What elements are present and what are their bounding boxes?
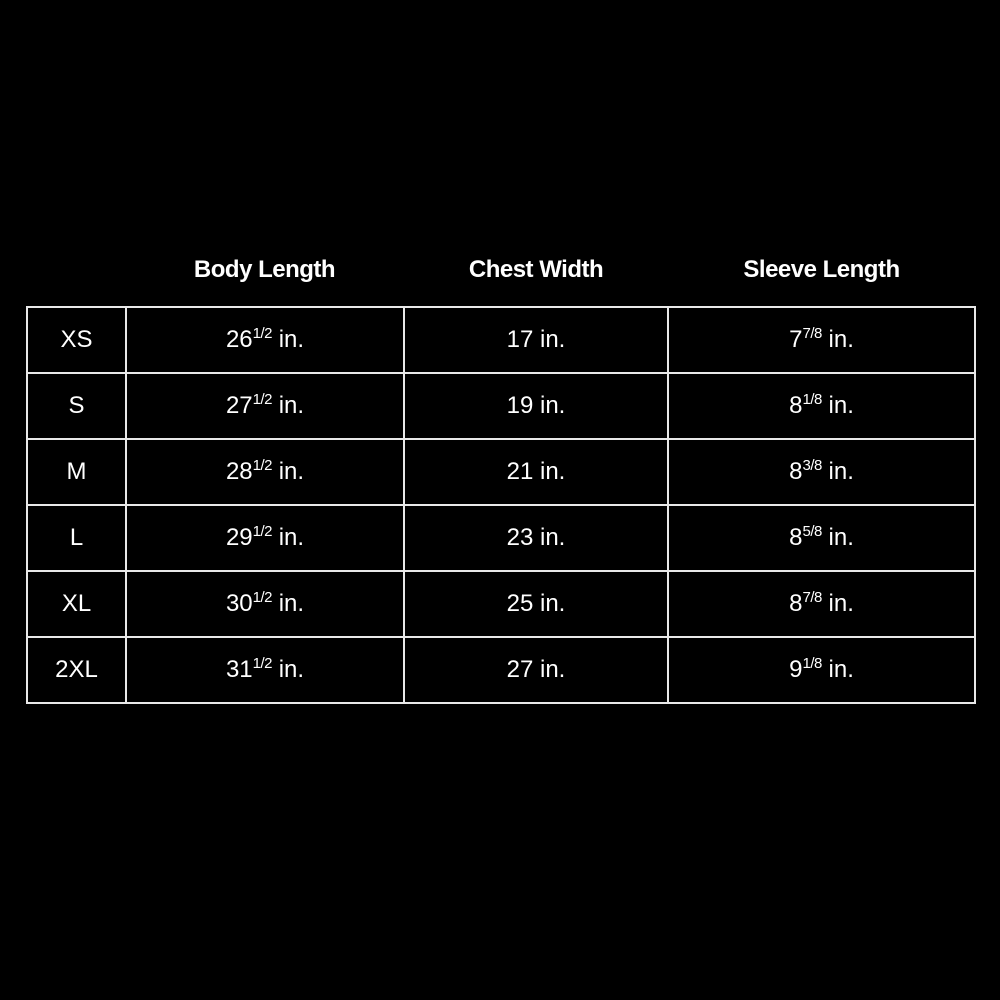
unit: in. bbox=[828, 392, 854, 419]
table-row: S 271/2 in. 19 in. 81/8 in. bbox=[26, 372, 976, 440]
sleeve-length-cell: 77/8 in. bbox=[667, 306, 976, 374]
unit: in. bbox=[540, 458, 566, 485]
fraction: 1/8 bbox=[802, 655, 822, 672]
unit: in. bbox=[278, 524, 305, 551]
fraction: 1/2 bbox=[252, 523, 273, 540]
unit: in. bbox=[828, 326, 854, 353]
whole: 29 bbox=[225, 524, 253, 551]
sleeve-length-cell: 85/8 in. bbox=[667, 504, 976, 572]
whole: 21 bbox=[506, 458, 534, 485]
table-row: M 281/2 in. 21 in. 83/8 in. bbox=[26, 438, 976, 506]
fraction: 1/2 bbox=[252, 325, 273, 342]
unit: in. bbox=[278, 590, 305, 617]
header-body-length: Body Length bbox=[193, 256, 336, 283]
body-length-cell: 281/2 in. bbox=[125, 438, 405, 506]
whole: 9 bbox=[789, 656, 803, 683]
body-length-cell: 271/2 in. bbox=[125, 372, 405, 440]
body-length-cell: 301/2 in. bbox=[125, 570, 405, 638]
fraction: 1/2 bbox=[252, 457, 273, 474]
unit: in. bbox=[828, 524, 854, 551]
unit: in. bbox=[278, 392, 305, 419]
unit: in. bbox=[540, 590, 566, 617]
body-length-cell: 311/2 in. bbox=[125, 636, 405, 704]
fraction: 3/8 bbox=[802, 457, 822, 474]
size-cell: S bbox=[26, 372, 127, 440]
size-label: 2XL bbox=[55, 656, 98, 683]
fraction: 7/8 bbox=[802, 589, 822, 606]
chest-width-cell: 19 in. bbox=[403, 372, 669, 440]
unit: in. bbox=[828, 590, 854, 617]
fraction: 1/2 bbox=[252, 655, 273, 672]
sleeve-length-cell: 81/8 in. bbox=[667, 372, 976, 440]
size-label: L bbox=[69, 524, 84, 551]
chest-width-cell: 27 in. bbox=[403, 636, 669, 704]
chest-width-cell: 17 in. bbox=[403, 306, 669, 374]
fraction: 1/2 bbox=[252, 589, 273, 606]
body-length-cell: 261/2 in. bbox=[125, 306, 405, 374]
chest-width-cell: 25 in. bbox=[403, 570, 669, 638]
whole: 27 bbox=[225, 392, 253, 419]
size-label: XS bbox=[60, 326, 93, 353]
chest-width-cell: 23 in. bbox=[403, 504, 669, 572]
size-cell: M bbox=[26, 438, 127, 506]
unit: in. bbox=[278, 326, 305, 353]
header-sleeve-length: Sleeve Length bbox=[743, 256, 900, 283]
whole: 31 bbox=[225, 656, 253, 683]
size-cell: 2XL bbox=[26, 636, 127, 704]
unit: in. bbox=[540, 524, 566, 551]
unit: in. bbox=[278, 458, 305, 485]
header-chest-width: Chest Width bbox=[468, 256, 604, 283]
size-label: M bbox=[66, 458, 87, 485]
table-row: XS 261/2 in. 17 in. 77/8 in. bbox=[26, 306, 976, 374]
whole: 8 bbox=[789, 590, 803, 617]
fraction: 5/8 bbox=[802, 523, 822, 540]
whole: 7 bbox=[789, 326, 803, 353]
sleeve-length-cell: 87/8 in. bbox=[667, 570, 976, 638]
chest-width-cell: 21 in. bbox=[403, 438, 669, 506]
unit: in. bbox=[278, 656, 305, 683]
whole: 30 bbox=[225, 590, 253, 617]
whole: 23 bbox=[506, 524, 534, 551]
whole: 26 bbox=[225, 326, 253, 353]
whole: 28 bbox=[225, 458, 253, 485]
size-label: XL bbox=[61, 590, 92, 617]
table-row: 2XL 311/2 in. 27 in. 91/8 in. bbox=[26, 636, 976, 704]
fraction: 1/2 bbox=[252, 391, 273, 408]
size-cell: XL bbox=[26, 570, 127, 638]
whole: 27 bbox=[506, 656, 534, 683]
size-cell: L bbox=[26, 504, 127, 572]
unit: in. bbox=[540, 392, 566, 419]
whole: 8 bbox=[789, 392, 803, 419]
whole: 19 bbox=[506, 392, 534, 419]
table-row: L 291/2 in. 23 in. 85/8 in. bbox=[26, 504, 976, 572]
whole: 8 bbox=[789, 524, 803, 551]
body-length-cell: 291/2 in. bbox=[125, 504, 405, 572]
whole: 25 bbox=[506, 590, 534, 617]
fraction: 7/8 bbox=[802, 325, 822, 342]
sleeve-length-cell: 83/8 in. bbox=[667, 438, 976, 506]
unit: in. bbox=[828, 656, 854, 683]
unit: in. bbox=[540, 326, 566, 353]
whole: 17 bbox=[506, 326, 534, 353]
size-label: S bbox=[68, 392, 85, 419]
fraction: 1/8 bbox=[802, 391, 822, 408]
whole: 8 bbox=[789, 458, 803, 485]
size-chart-table: XS 261/2 in. 17 in. 77/8 in. S 271/2 in. 19 in… bbox=[26, 306, 976, 704]
table-row: XL 301/2 in. 25 in. 87/8 in. bbox=[26, 570, 976, 638]
sleeve-length-cell: 91/8 in. bbox=[667, 636, 976, 704]
unit: in. bbox=[540, 656, 566, 683]
unit: in. bbox=[828, 458, 854, 485]
size-cell: XS bbox=[26, 306, 127, 374]
